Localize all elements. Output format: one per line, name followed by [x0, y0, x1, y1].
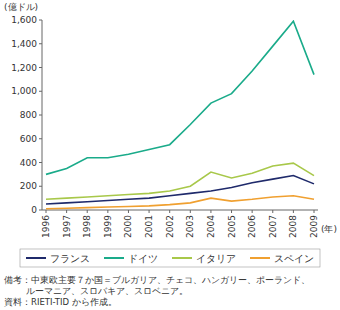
note: ルーマニア、スロバキア、スロベニア。 — [26, 286, 188, 296]
x-tick-label: 2006 — [247, 215, 257, 238]
x-tick-label: 2003 — [185, 215, 195, 238]
y-tick-label: 0 — [31, 205, 37, 215]
x-tick-label: 2008 — [288, 215, 298, 238]
legend-label: スペイン — [274, 253, 314, 264]
y-tick-label: 1,200 — [11, 63, 37, 73]
x-tick-label: 2002 — [165, 215, 175, 238]
x-tick-label: 2001 — [144, 215, 154, 238]
x-tick — [128, 210, 129, 213]
x-tick — [252, 210, 253, 213]
note: 資料：RIETI-TID から作成。 — [4, 297, 117, 307]
x-tick-label: 2005 — [227, 215, 237, 238]
legend-label: フランス — [50, 253, 90, 264]
x-tick-label: 2007 — [268, 215, 278, 238]
legend-swatch — [172, 257, 192, 259]
legend-swatch — [104, 257, 124, 259]
y-tick-label: 800 — [20, 110, 37, 120]
y-tick-label: 1,400 — [11, 39, 37, 49]
x-tick — [169, 210, 170, 213]
legend-swatch — [26, 257, 46, 259]
y-axis — [42, 20, 43, 210]
x-tick — [210, 210, 211, 213]
x-tick — [231, 210, 232, 213]
x-axis — [42, 210, 318, 211]
legend-swatch — [250, 257, 270, 259]
y-label: (億ドル) — [4, 2, 38, 12]
y-tick-label: 600 — [20, 134, 37, 144]
x-tick — [87, 210, 88, 213]
x-tick-label: 2009 — [309, 215, 319, 238]
x-tick — [190, 210, 191, 213]
x-tick-label: 1999 — [103, 215, 113, 238]
y-tick-label: 1,000 — [11, 86, 37, 96]
x-tick — [66, 210, 67, 213]
x-tick — [149, 210, 150, 213]
x-tick-label: 1996 — [41, 215, 51, 238]
legend-label: イタリア — [196, 253, 236, 264]
x-tick — [293, 210, 294, 213]
chart: (億ドル) 0 200 400 600 800 1,000 1,200 1,400 1,600 19… — [0, 0, 340, 310]
note: 備考：中東欧主要７か国＝ブルガリア、チェコ、ハンガリー、ポーランド、 — [4, 275, 310, 285]
legend-box — [20, 249, 320, 267]
x-tick-label: 2004 — [206, 215, 216, 238]
x-tick — [314, 210, 315, 213]
x-tick — [272, 210, 273, 213]
y-tick-label: 1,600 — [11, 15, 37, 25]
series-line — [46, 196, 314, 209]
x-tick — [107, 210, 108, 213]
series-line — [46, 176, 314, 205]
legend-label: ドイツ — [128, 253, 158, 264]
y-tick-label: 400 — [20, 158, 37, 168]
x-tick-label: 2000 — [123, 215, 133, 238]
x-tick-label: 1998 — [82, 215, 92, 238]
x-tick — [46, 210, 47, 213]
lines — [46, 21, 314, 209]
legend: フランス ドイツ イタリア スペイン — [26, 253, 314, 264]
y-tick-label: 200 — [20, 181, 37, 191]
series-line — [46, 163, 314, 199]
x-label: (年) — [321, 224, 337, 234]
series-line — [46, 21, 314, 174]
x-tick-label: 1997 — [62, 215, 72, 238]
